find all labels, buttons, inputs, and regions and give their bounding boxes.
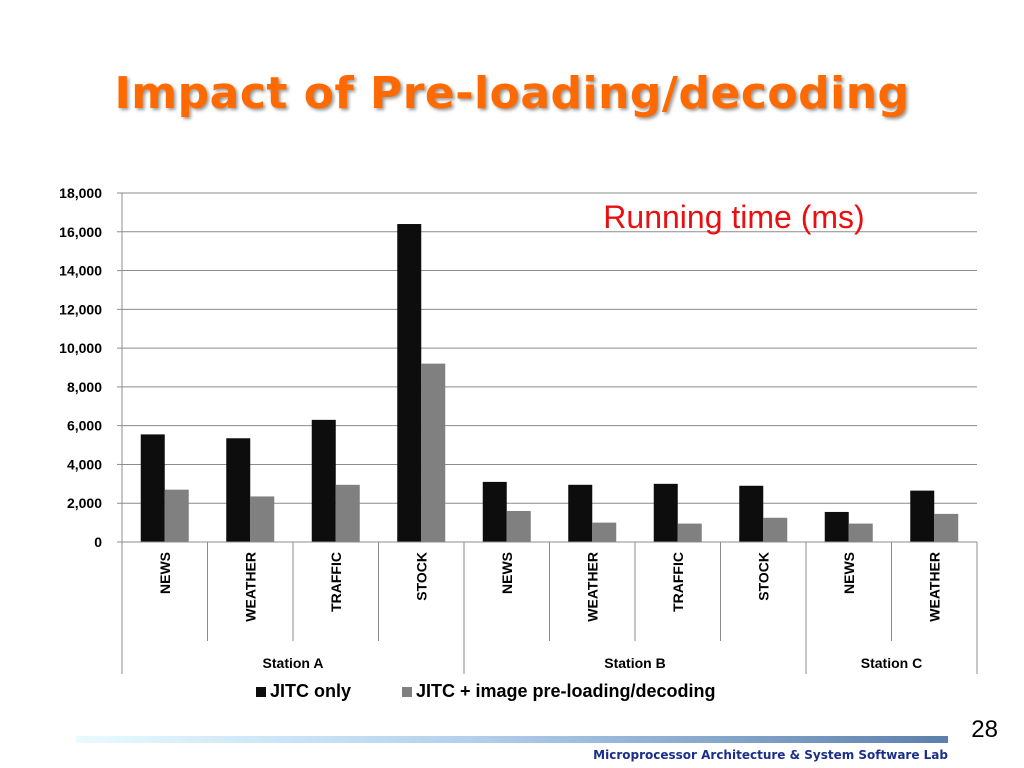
- legend-swatch: [402, 687, 412, 697]
- y-tick-label: 8,000: [67, 379, 102, 395]
- x-category-label: STOCK: [413, 552, 429, 601]
- x-group-label: Station B: [604, 655, 665, 671]
- x-category-label: TRAFFIC: [670, 552, 686, 612]
- footer-bar: [76, 736, 948, 743]
- bar-jitc-preloading: [506, 510, 531, 542]
- footer-lab-name: Microprocessor Architecture & System Sof…: [593, 748, 948, 762]
- bar-jitc-preloading: [848, 523, 873, 542]
- legend-swatch: [256, 687, 266, 697]
- bar-jitc-only: [311, 419, 336, 542]
- y-tick-label: 10,000: [59, 340, 102, 356]
- x-category-label: NEWS: [841, 552, 857, 594]
- x-category-label: TRAFFIC: [328, 552, 344, 612]
- legend: JITC only JITC + image pre-loading/decodi…: [256, 681, 716, 701]
- bar-jitc-preloading: [250, 496, 275, 542]
- y-tick-label: 4,000: [67, 456, 102, 472]
- bar-jitc-only: [397, 224, 422, 542]
- bar-jitc-only: [226, 438, 251, 542]
- bar-jitc-only: [653, 483, 678, 542]
- bar-jitc-only: [739, 485, 764, 542]
- x-category-label: STOCK: [755, 552, 771, 601]
- y-tick-label: 12,000: [59, 301, 102, 317]
- axes: [121, 193, 978, 674]
- bar-jitc-only: [824, 511, 849, 542]
- legend-label: JITC + image pre-loading/decoding: [416, 681, 716, 701]
- slide-title: Impact of Pre-loading/decoding: [114, 68, 910, 119]
- legend-label: JITC only: [270, 681, 351, 701]
- y-tick-label: 16,000: [59, 224, 102, 240]
- chart-title: Running time (ms): [603, 199, 864, 235]
- bar-jitc-preloading: [677, 523, 702, 542]
- bar-jitc-only: [910, 490, 935, 542]
- y-axis-ticks: 0 2,000 4,000 6,000 8,000 10,000 12,000 14,000 1…: [59, 185, 122, 550]
- y-tick-label: 6,000: [67, 418, 102, 434]
- x-group-label: Station A: [263, 655, 324, 671]
- x-category-label: WEATHER: [584, 552, 600, 622]
- x-axis-labels: NEWS WEATHER TRAFFIC STOCK Station A NEWS WEAT…: [157, 552, 943, 671]
- bars: [140, 224, 959, 542]
- y-tick-label: 18,000: [59, 185, 102, 201]
- bar-jitc-only: [568, 484, 593, 542]
- x-group-label: Station C: [861, 655, 922, 671]
- x-category-label: NEWS: [499, 552, 515, 594]
- x-category-label: WEATHER: [242, 552, 258, 622]
- bar-jitc-preloading: [934, 513, 959, 542]
- bar-jitc-preloading: [592, 522, 617, 542]
- y-tick-label: 2,000: [67, 495, 102, 511]
- y-tick-label: 0: [94, 534, 102, 550]
- x-category-label: WEATHER: [926, 552, 942, 622]
- bar-jitc-preloading: [421, 363, 446, 542]
- bar-jitc-preloading: [164, 489, 189, 542]
- bar-jitc-preloading: [335, 484, 360, 542]
- bar-jitc-preloading: [763, 517, 788, 542]
- y-tick-label: 14,000: [59, 263, 102, 279]
- bar-jitc-only: [482, 481, 507, 542]
- bar-jitc-only: [140, 434, 165, 542]
- page-number: 28: [971, 716, 998, 743]
- x-category-label: NEWS: [157, 552, 173, 594]
